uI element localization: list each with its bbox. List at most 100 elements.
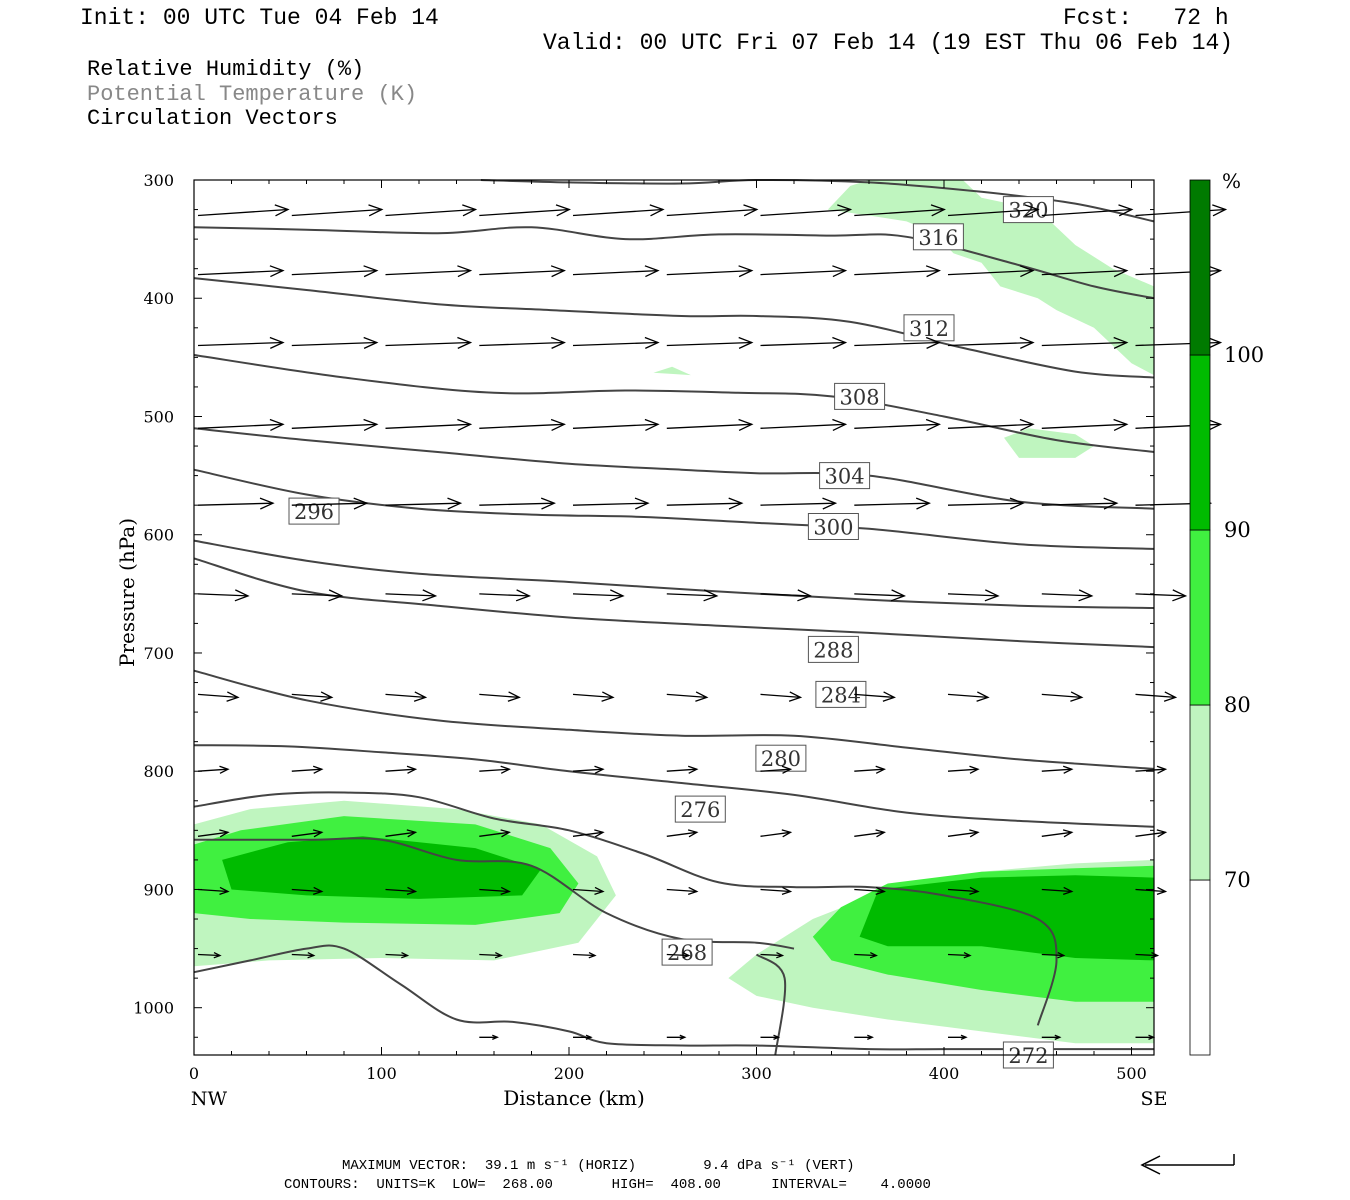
vector-shaft (947, 953, 971, 957)
vector-arrow (947, 829, 980, 838)
vector-arrow (854, 1034, 874, 1040)
vector-shaft (291, 593, 342, 597)
vector-head (832, 418, 848, 431)
vector-arrow (666, 1034, 687, 1040)
vector-shaft (385, 593, 436, 597)
vector-head (312, 765, 324, 774)
vector-arrow (666, 589, 719, 602)
colorbar-label: 90 (1224, 518, 1251, 542)
vector-shaft (854, 768, 885, 772)
vector-arrow (1041, 336, 1129, 349)
vector-arrow (947, 336, 1035, 349)
vector-shaft (197, 208, 289, 217)
vector-shaft (385, 693, 426, 699)
vector-head (500, 886, 511, 896)
vector-arrow (385, 204, 478, 217)
vector-arrow (947, 497, 1025, 510)
vector-arrow (291, 952, 316, 959)
vector-shaft (1041, 502, 1117, 506)
vector-shaft (479, 593, 530, 597)
vector-shaft (385, 341, 471, 347)
vector-head (649, 204, 665, 217)
vector-shaft (291, 341, 377, 347)
vector-shaft (666, 341, 752, 347)
vector-shaft (197, 953, 221, 957)
max-vector-label: MAXIMUM VECTOR: 39.1 m s⁻¹ (HORIZ) 9.4 d… (342, 1158, 855, 1174)
theta-label-box (903, 314, 955, 342)
vector-arrow (385, 691, 428, 702)
vector-shaft (947, 269, 1034, 276)
vector-head (1103, 497, 1119, 510)
vector-arrow (1135, 765, 1168, 774)
vector-arrow (479, 765, 511, 774)
y-tick-label: 500 (143, 407, 174, 426)
vector-head (1113, 265, 1129, 278)
vector-head (353, 497, 369, 510)
vector-head (738, 336, 754, 349)
y-tick-label: 800 (143, 762, 174, 781)
vector-shaft (854, 502, 930, 506)
vector-head (1057, 952, 1066, 959)
x-end-label-nw: NW (191, 1088, 228, 1110)
vector-head (822, 497, 838, 510)
vector-arrow (197, 497, 275, 510)
vector-shaft (1041, 208, 1132, 217)
vector-arrow (385, 589, 438, 602)
vector-arrow (385, 497, 463, 510)
x-tick-label: 200 (554, 1064, 585, 1083)
vector-head (679, 1034, 687, 1040)
vector-head (422, 589, 438, 602)
vector-arrow (760, 497, 838, 510)
colorbar-label: 80 (1224, 693, 1251, 717)
vector-shaft (666, 831, 697, 837)
valid-time-label: Valid: 00 UTC Fri 07 Feb 14 (19 EST Thu … (543, 30, 1234, 56)
vector-head (1054, 1034, 1062, 1040)
vector-arrow (291, 691, 334, 702)
vector-arrow (479, 336, 566, 349)
vector-head (274, 204, 290, 217)
vector-head (687, 829, 699, 838)
vector-arrow (760, 765, 793, 774)
theta-contour-300 (193, 468, 1155, 550)
vector-arrow (947, 589, 1000, 602)
vector-arrow (197, 589, 250, 602)
vector-head (728, 497, 744, 510)
theta-label-316: 316 (912, 223, 964, 251)
vector-head (588, 952, 597, 959)
theta-contour-284 (193, 744, 1155, 828)
vector-head (457, 336, 473, 349)
vector-shaft (197, 888, 229, 893)
vector-head (259, 497, 275, 510)
vector-arrow (854, 265, 941, 278)
vector-head (307, 952, 316, 959)
theta-label-box (819, 462, 871, 490)
vector-shaft (197, 693, 239, 699)
vector-shaft (291, 208, 382, 217)
x-tick-label: 300 (741, 1064, 772, 1083)
vector-arrow (1041, 204, 1134, 217)
rh-region-70-7 (1004, 428, 1094, 458)
vector-head (925, 418, 941, 431)
vector-shaft (572, 208, 664, 217)
vector-head (930, 204, 946, 217)
colorbar-segment (1189, 179, 1211, 356)
vector-head (406, 886, 418, 896)
vector-head (492, 1034, 499, 1040)
vector-shaft (197, 502, 274, 506)
vector-head (773, 1034, 781, 1040)
y-tick-label: 1000 (133, 999, 174, 1018)
vector-shaft (666, 593, 717, 597)
vector-arrow (666, 204, 759, 217)
vector-arrow (666, 829, 699, 838)
vector-arrow (572, 336, 660, 349)
forecast-hour-label: Fcst: 72 h (1063, 5, 1229, 31)
vector-arrow (947, 765, 980, 774)
vector-head (1156, 765, 1168, 774)
theta-label-312: 312 (903, 314, 955, 342)
vector-arrow (854, 418, 941, 431)
theta-label-text: 316 (918, 226, 958, 250)
vector-shaft (197, 341, 284, 347)
vector-arrow (197, 829, 230, 838)
theta-label-308: 308 (834, 382, 886, 410)
vector-arrow (572, 765, 605, 774)
